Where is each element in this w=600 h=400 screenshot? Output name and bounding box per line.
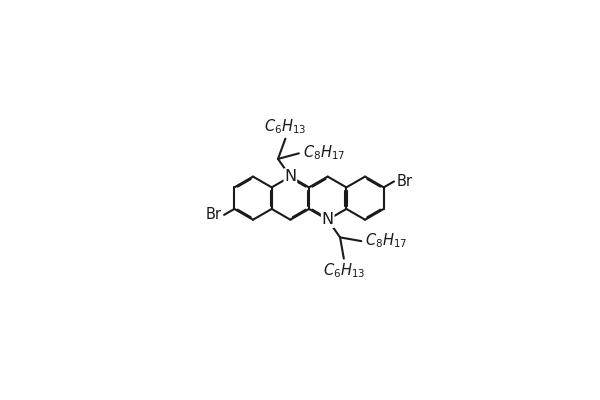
Text: $C_6H_{13}$: $C_6H_{13}$ [323, 261, 365, 280]
Text: Br: Br [397, 174, 412, 189]
Text: Br: Br [206, 207, 222, 222]
Text: N: N [322, 212, 334, 227]
Text: $C_8H_{17}$: $C_8H_{17}$ [365, 231, 407, 250]
Text: $C_6H_{13}$: $C_6H_{13}$ [264, 118, 307, 136]
Text: $C_8H_{17}$: $C_8H_{17}$ [302, 143, 345, 162]
Text: N: N [284, 169, 296, 184]
